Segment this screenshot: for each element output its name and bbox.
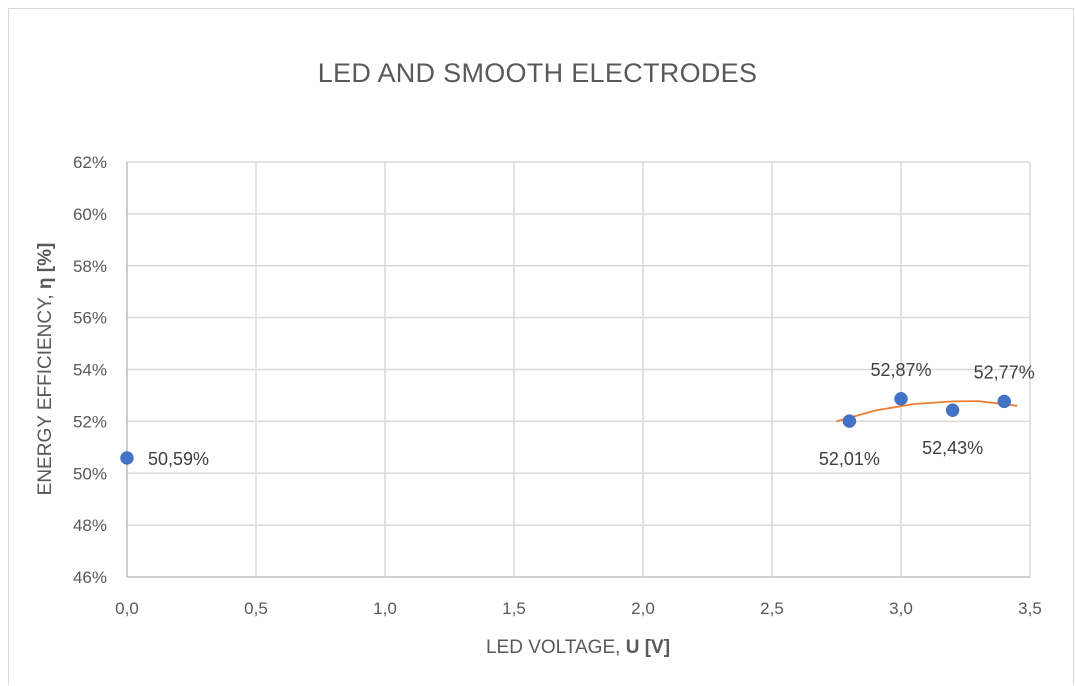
y-tick-label: 46%: [73, 568, 107, 587]
data-label: 52,43%: [922, 438, 983, 458]
y-tick-label: 48%: [73, 516, 107, 535]
chart-title: LED AND SMOOTH ELECTRODES: [317, 58, 758, 88]
y-axis-title: ENERGY EFFICIENCY, η [%]: [35, 243, 56, 496]
data-labels: 50,59% 52,01% 52,87% 52,43% 52,77%: [148, 360, 1035, 469]
data-point: [945, 403, 960, 417]
chart-area: [8, 8, 1074, 685]
y-tick-label: 50%: [73, 464, 107, 483]
data-point: [894, 392, 908, 406]
y-tick-label: 52%: [73, 412, 107, 431]
x-tick-label: 0,5: [244, 599, 268, 618]
x-tick-label: 2,5: [760, 599, 784, 618]
y-tick-label: 60%: [73, 205, 107, 224]
x-tick-label: 3,5: [1018, 599, 1042, 618]
x-tick-label: 0,0: [115, 599, 139, 618]
x-tick-label: 1,5: [502, 599, 526, 618]
y-tick-label: 54%: [73, 361, 107, 380]
data-point: [842, 414, 857, 428]
trendline: [836, 400, 1018, 423]
data-label: 52,77%: [974, 362, 1035, 382]
x-tick-label: 2,0: [631, 599, 655, 618]
data-label: 52,87%: [870, 360, 931, 380]
data-label: 50,59%: [148, 449, 209, 469]
data-point: [120, 451, 134, 465]
gridlines: [126, 161, 1031, 578]
data-points: [120, 392, 1011, 465]
x-axis-title: LED VOLTAGE, U [V]: [486, 637, 670, 658]
y-tick-label: 56%: [73, 309, 107, 328]
y-tick-label: 62%: [73, 153, 107, 172]
x-tick-label: 3,0: [889, 599, 913, 618]
y-tick-label: 58%: [73, 257, 107, 276]
x-tick-label: 1,0: [373, 599, 397, 618]
data-label: 52,01%: [819, 449, 880, 469]
trendline-layer: [836, 400, 1018, 423]
tick-labels: 46% 48% 50% 52% 54% 56% 58% 60% 62% 0,0 0,5 1,0 1,5 2…: [73, 153, 1042, 618]
data-point: [997, 394, 1011, 409]
